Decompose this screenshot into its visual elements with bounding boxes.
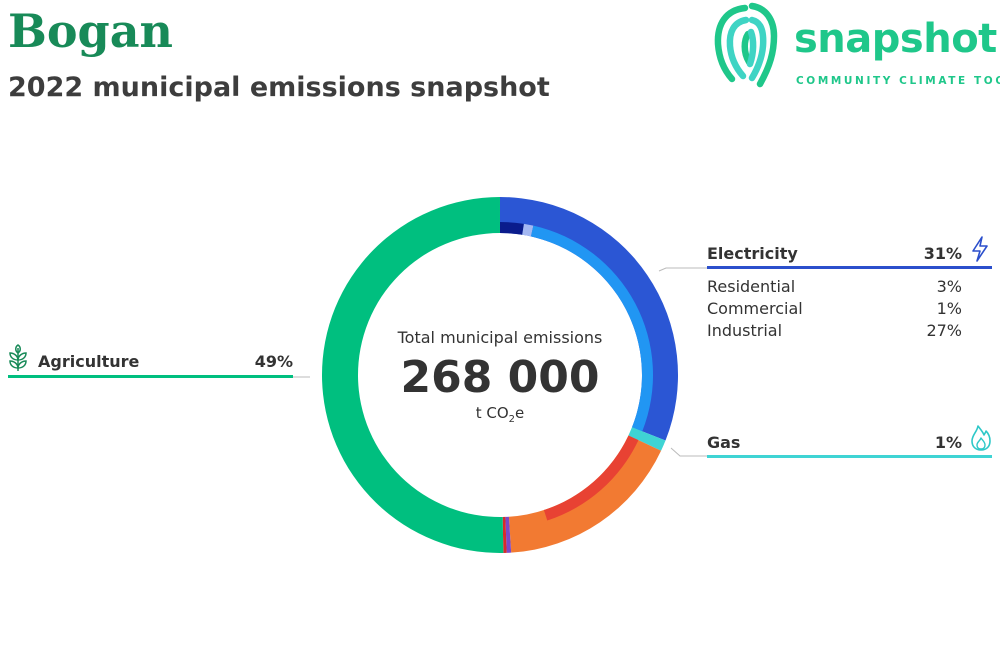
inner-slice-commercial: [522, 223, 534, 237]
page-subtitle: 2022 municipal emissions snapshot: [8, 72, 550, 103]
wheat-icon: [9, 344, 27, 371]
total-emissions-value: 268 000: [400, 352, 600, 403]
industrial-label: Industrial: [707, 321, 783, 340]
commercial-percent: 1%: [936, 299, 962, 318]
outer-slice-4: [502, 516, 507, 553]
outer-slice-electricity: [500, 197, 679, 441]
gas-label: Gas: [707, 433, 741, 452]
agriculture-underline: [8, 375, 293, 378]
lightning-icon: [972, 236, 988, 262]
outer-slice-agriculture: [322, 197, 504, 553]
logo-tagline: COMMUNITY CLIMATE TOOL: [796, 75, 1000, 87]
logo-wordmark: snapshot: [794, 16, 997, 62]
gas-percent: 1%: [934, 433, 962, 452]
commercial-label: Commercial: [707, 299, 803, 318]
electricity-percent: 31%: [923, 244, 962, 263]
snapshot-logo[interactable]: snapshot COMMUNITY CLIMATE TOOL: [712, 0, 1000, 92]
agriculture-label: Agriculture: [38, 352, 140, 371]
inner-slice-3: [628, 427, 643, 441]
flame-icon: [971, 425, 991, 451]
gas-underline: [707, 455, 992, 458]
inner-slice-4: [543, 435, 639, 521]
fingerprint-logo-icon: [714, 2, 778, 88]
place-title: Bogan: [8, 4, 173, 58]
electricity-leader-line: [658, 267, 707, 272]
agriculture-percent: 49%: [254, 352, 293, 371]
total-emissions-label: Total municipal emissions: [397, 328, 603, 347]
total-emissions-unit: t CO2e: [475, 404, 525, 425]
gas-leader-line: [670, 447, 707, 457]
inner-ring: [500, 222, 654, 521]
electricity-underline: [707, 266, 992, 269]
industrial-percent: 27%: [926, 321, 962, 340]
residential-label: Residential: [707, 277, 796, 296]
inner-slice-industrial: [530, 225, 654, 432]
outer-slice-3: [505, 516, 512, 553]
residential-percent: 3%: [936, 277, 962, 296]
electricity-label: Electricity: [707, 244, 798, 263]
inner-slice-residential: [500, 222, 524, 235]
